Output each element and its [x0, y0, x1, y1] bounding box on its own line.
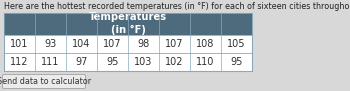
Text: 93: 93	[44, 39, 57, 49]
Bar	[4, 13, 252, 35]
Text: 103: 103	[134, 57, 153, 67]
Text: 101: 101	[10, 39, 29, 49]
Text: 110: 110	[196, 57, 215, 67]
Text: 98: 98	[137, 39, 150, 49]
Text: 111: 111	[41, 57, 60, 67]
Text: 107: 107	[103, 39, 122, 49]
Text: Here are the hottest recorded temperatures (in °F) for each of sixteen cities th: Here are the hottest recorded temperatur…	[4, 2, 350, 11]
Text: 104: 104	[72, 39, 91, 49]
Text: 105: 105	[227, 39, 246, 49]
Text: Temperatures: Temperatures	[89, 12, 167, 22]
Text: 107: 107	[165, 39, 184, 49]
FancyBboxPatch shape	[2, 75, 85, 89]
Text: 108: 108	[196, 39, 215, 49]
Bar	[4, 13, 252, 71]
Text: (in °F): (in °F)	[111, 25, 146, 35]
Text: 95: 95	[230, 57, 243, 67]
Text: 97: 97	[75, 57, 88, 67]
Text: 112: 112	[10, 57, 29, 67]
Text: Send data to calculator: Send data to calculator	[0, 77, 91, 86]
Text: 102: 102	[165, 57, 184, 67]
Text: 95: 95	[106, 57, 119, 67]
